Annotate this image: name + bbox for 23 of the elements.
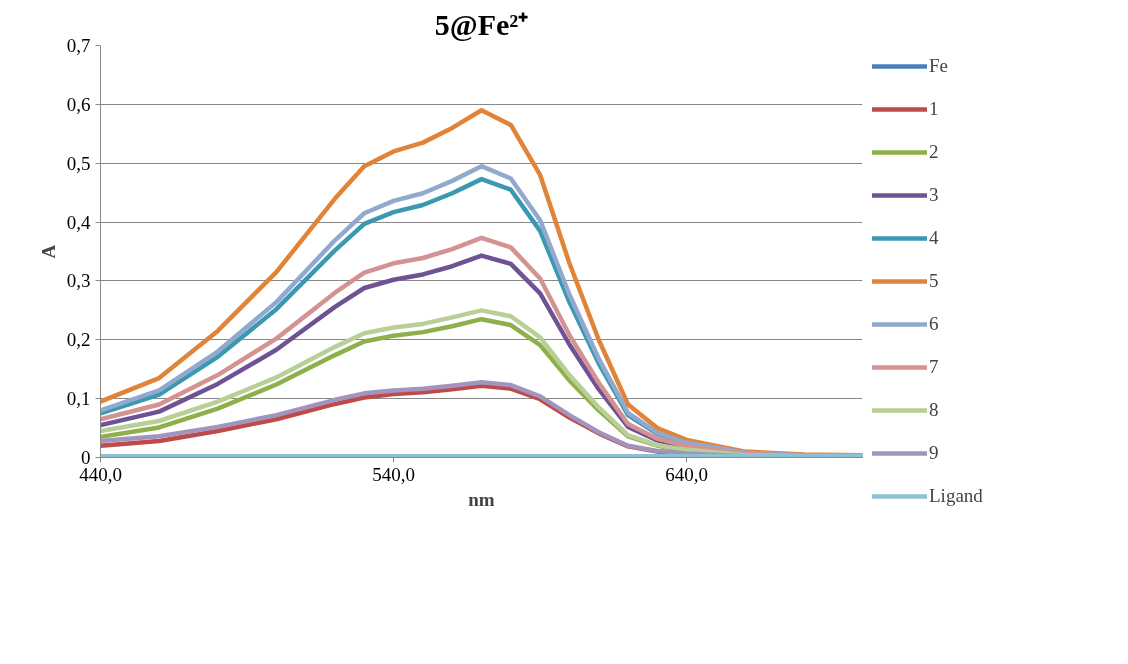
legend-label: 4 xyxy=(929,227,940,249)
y-tick-label: 0,7 xyxy=(66,35,91,56)
legend-label: 7 xyxy=(929,356,940,378)
x-tick-label: 640,0 xyxy=(665,463,709,485)
y-axis-title: A xyxy=(37,244,59,259)
legend-label: 1 xyxy=(929,98,940,120)
chart-title: 5@Fe²⁺ xyxy=(434,7,529,41)
legend-label: Ligand xyxy=(929,485,983,507)
legend-label: 2 xyxy=(929,141,940,163)
y-tick-label: 0,1 xyxy=(66,388,91,410)
y-tick-label: 0,3 xyxy=(66,270,91,292)
legend-label: Fe xyxy=(929,55,949,77)
legend-label: 5 xyxy=(929,270,940,292)
x-axis-title: nm xyxy=(468,488,495,510)
legend-label: 9 xyxy=(929,442,940,464)
legend-label: 8 xyxy=(929,399,940,421)
y-tick-label: 0,4 xyxy=(66,211,91,233)
x-tick-label: 540,0 xyxy=(372,463,415,485)
y-tick-label: 0,6 xyxy=(66,93,91,115)
y-tick-label: 0,5 xyxy=(66,152,91,174)
legend-label: 3 xyxy=(929,184,940,206)
y-tick-label: 0,2 xyxy=(66,329,91,351)
legend-label: 6 xyxy=(929,313,940,335)
